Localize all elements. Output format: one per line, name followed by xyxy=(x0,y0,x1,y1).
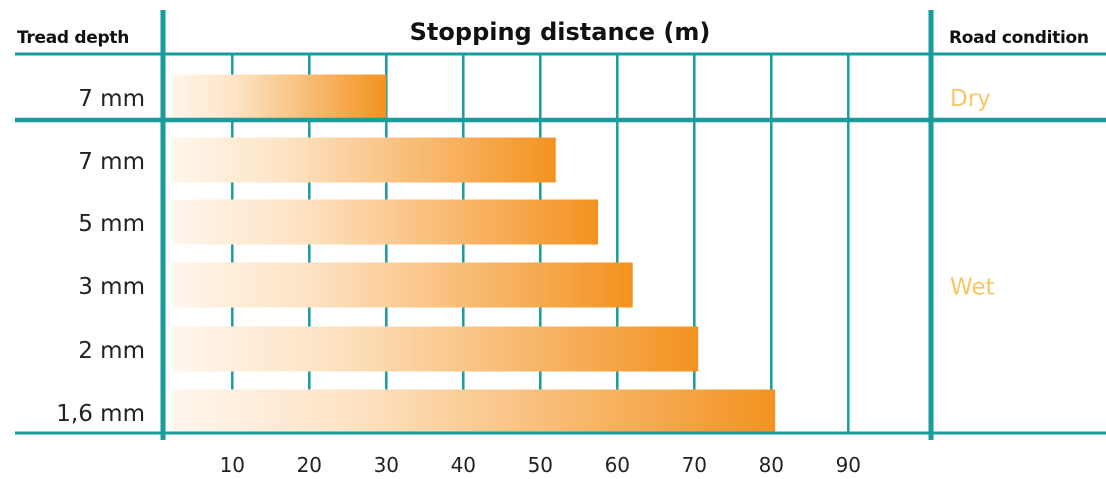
tick-label-70: 70 xyxy=(682,453,707,477)
row-label-4: 2 mm xyxy=(78,338,145,364)
condition-label-dry: Dry xyxy=(950,86,991,112)
header-tread-depth: Tread depth xyxy=(17,28,129,48)
row-label-0: 7 mm xyxy=(78,86,145,112)
tick-labels: 10 20 30 40 50 60 70 80 90 xyxy=(220,453,861,477)
tick-label-90: 90 xyxy=(836,453,861,477)
bar-2 xyxy=(172,199,599,245)
tick-label-50: 50 xyxy=(528,453,553,477)
tick-label-20: 20 xyxy=(297,453,322,477)
row-label-1: 7 mm xyxy=(78,149,145,175)
condition-labels: Dry Wet xyxy=(950,86,995,301)
bar-5 xyxy=(172,389,776,435)
row-label-2: 5 mm xyxy=(78,211,145,237)
bar-1 xyxy=(172,137,556,183)
bar-0 xyxy=(172,74,387,120)
tick-label-80: 80 xyxy=(759,453,784,477)
bar-3 xyxy=(172,262,633,308)
header-road-condition: Road condition xyxy=(949,28,1089,48)
tick-label-10: 10 xyxy=(220,453,245,477)
row-label-3: 3 mm xyxy=(78,274,145,300)
frame-lines xyxy=(15,10,1106,440)
row-label-5: 1,6 mm xyxy=(56,401,145,427)
bar-4 xyxy=(172,326,699,372)
condition-label-wet: Wet xyxy=(950,275,995,301)
tick-label-30: 30 xyxy=(374,453,399,477)
tick-label-60: 60 xyxy=(605,453,630,477)
row-labels: 7 mm 7 mm 5 mm 3 mm 2 mm 1,6 mm xyxy=(56,86,145,427)
chart-title: Stopping distance (m) xyxy=(410,18,711,46)
bars xyxy=(172,74,776,435)
tick-label-40: 40 xyxy=(451,453,476,477)
